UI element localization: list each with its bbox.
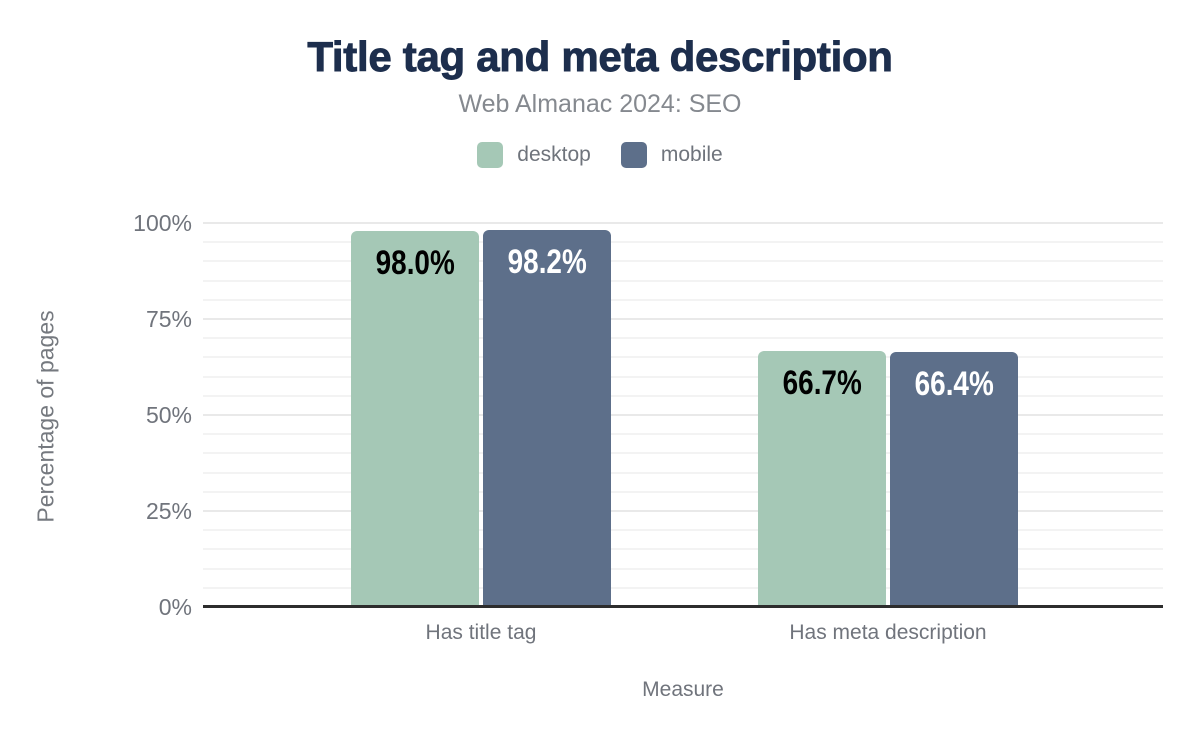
legend-swatch-mobile [620, 142, 647, 168]
y-tick-50: 50% [145, 402, 192, 428]
gridline-70 [203, 337, 1163, 340]
gridline-95 [203, 241, 1163, 244]
legend-label: desktop [517, 143, 591, 166]
bar-value-label: 66.4% [914, 365, 994, 404]
gridline-45 [203, 433, 1163, 436]
chart-title: Title tag and meta description [307, 33, 894, 81]
gridline-65 [203, 356, 1163, 359]
bar-mobile-0[interactable]: 98.2% [483, 229, 611, 607]
gridline-75 [203, 318, 1163, 320]
gridline-20 [203, 529, 1163, 532]
legend-item-mobile[interactable]: mobile [620, 142, 723, 168]
x-category-1: Has meta description [789, 621, 987, 644]
y-tick-25: 25% [145, 498, 192, 524]
gridline-90 [203, 260, 1163, 263]
gridline-15 [203, 548, 1163, 551]
bar-desktop-0[interactable]: 98.0% [351, 230, 479, 607]
x-axis-title: Measure [642, 678, 724, 701]
gridline-10 [203, 567, 1163, 570]
gridline-25 [203, 510, 1163, 512]
y-tick-0: 0% [158, 594, 192, 620]
gridline-40 [203, 452, 1163, 455]
legend-item-desktop[interactable]: desktop [477, 142, 591, 168]
gridline-100 [203, 222, 1163, 224]
y-tick-100: 100% [133, 210, 192, 236]
chart-subtitle: Web Almanac 2024: SEO [458, 90, 742, 118]
gridline-80 [203, 298, 1163, 301]
gridline-55 [203, 394, 1163, 397]
gridline-85 [203, 279, 1163, 282]
bar-value-label: 98.0% [375, 243, 455, 282]
gridline-30 [203, 490, 1163, 493]
gridline-60 [203, 375, 1163, 378]
bar-value-label: 66.7% [782, 363, 862, 402]
legend-label: mobile [660, 143, 723, 166]
bar-value-label: 98.2% [507, 242, 587, 281]
gridline-50 [203, 414, 1163, 416]
y-tick-75: 75% [145, 306, 192, 332]
x-category-0: Has title tag [425, 621, 537, 644]
x-axis-line [203, 605, 1163, 608]
bar-mobile-1[interactable]: 66.4% [890, 352, 1018, 607]
legend-swatch-desktop [477, 142, 504, 168]
gridline-35 [203, 471, 1163, 474]
legend: desktop mobile [0, 142, 1200, 168]
gridline-5 [203, 586, 1163, 589]
bar-desktop-1[interactable]: 66.7% [758, 350, 886, 607]
plot-area: 98.0% 98.2% 66.7% 66.4% [203, 222, 1163, 607]
